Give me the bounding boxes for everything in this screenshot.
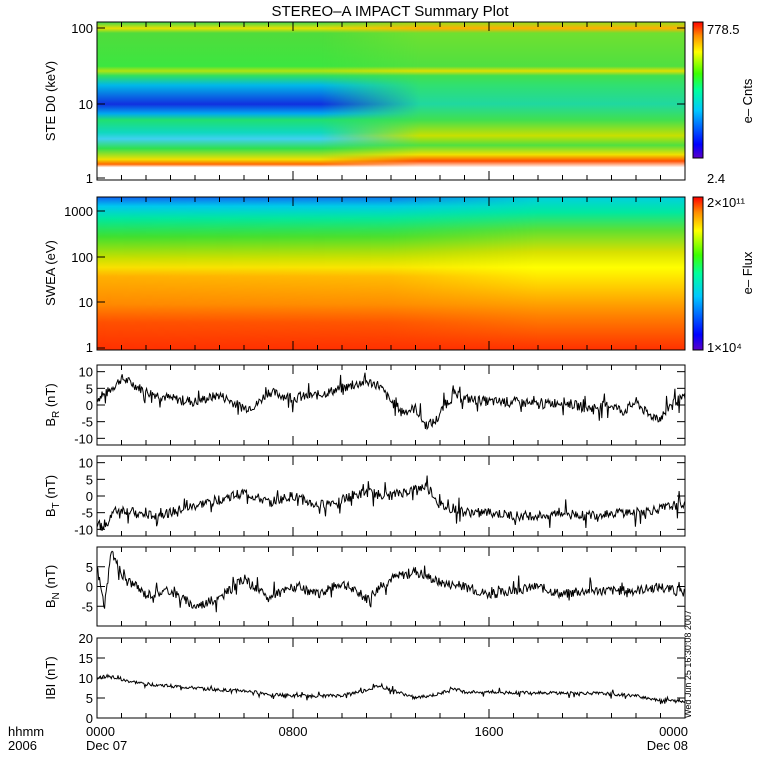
bt-ytick-label: 0 (86, 489, 93, 504)
br-series-line (96, 372, 686, 431)
ste-ytick-label: 1 (86, 171, 93, 186)
bn-ytick-label: -5 (81, 599, 93, 614)
br-ytick-label: 0 (86, 398, 93, 413)
x-tick-label: 0800 (279, 724, 308, 739)
year-label: 2006 (8, 738, 37, 753)
x-tick-label: 1600 (475, 724, 504, 739)
swea-spectrogram-late (97, 197, 685, 350)
bmag-frame (96, 637, 686, 719)
bmag-panel: 0 5 10 15 20 IBI (nT) (43, 631, 686, 726)
bt-ytick-label: 10 (79, 456, 93, 471)
ste-colorbar-min: 2.4 (707, 171, 725, 186)
bmag-ytick-label: 5 (86, 691, 93, 706)
bmag-ytick-label: 0 (86, 711, 93, 726)
swea-ytick-label: 1 (86, 340, 93, 355)
bn-panel: -5 0 5 BN (nT) (43, 546, 686, 627)
swea-colorbar-min: 1×10⁴ (707, 340, 742, 355)
swea-ytick-label: 1000 (64, 204, 93, 219)
swea-ylabel: SWEA (eV) (43, 240, 58, 306)
ste-yticks: 100 10 1 (71, 21, 685, 186)
bn-ylabel: BN (nT) (43, 565, 62, 608)
bt-series-line (96, 475, 686, 532)
swea-ytick-label: 100 (71, 250, 93, 265)
bt-ytick-label: 5 (86, 472, 93, 487)
bn-ytick-label: 5 (86, 560, 93, 575)
spectrogram-xticks (96, 22, 686, 350)
br-ytick-label: 5 (86, 381, 93, 396)
bmag-ytick-label: 15 (79, 651, 93, 666)
br-ytick-label: 10 (79, 365, 93, 380)
x-tick-label: 0000 (659, 724, 688, 739)
ste-ytick-label: 100 (71, 21, 93, 36)
br-panel: -10-5 0 510 BR (nT) (43, 364, 686, 446)
bn-ytick-label: 0 (86, 580, 93, 595)
ste-colorbar (692, 21, 704, 159)
bmag-ytick-label: 10 (79, 671, 93, 686)
ste-panel: 100 10 1 STE D0 (keV) 778.5 2.4 e– Cnts (43, 21, 755, 186)
br-frame (96, 364, 686, 446)
ste-ytick-label: 10 (79, 97, 93, 112)
bn-frame (96, 546, 686, 627)
ste-spectrogram-late (97, 22, 685, 180)
bmag-series-line (96, 673, 686, 705)
swea-panel: 1000 100 10 1 SWEA (eV) 2×10¹¹ 1×10⁴ e– … (43, 195, 755, 355)
br-ylabel: BR (nT) (43, 383, 62, 426)
br-ytick-label: -10 (74, 431, 93, 446)
swea-colorbar (692, 196, 704, 351)
bt-panel: -10-5 0 510 BT (nT) (43, 455, 686, 537)
ste-colorbar-max: 778.5 (707, 22, 740, 37)
plot-title: STEREO–A IMPACT Summary Plot (271, 3, 509, 20)
ste-ylabel: STE D0 (keV) (43, 61, 58, 141)
x-date-label: Dec 08 (647, 738, 688, 753)
bt-ylabel: BT (nT) (43, 475, 62, 517)
time-format-label: hhmm (8, 724, 44, 739)
swea-yticks: 1000 100 10 1 (64, 204, 105, 355)
bn-series-line (96, 550, 686, 613)
swea-ytick-label: 10 (79, 295, 93, 310)
ste-colorbar-label: e– Cnts (740, 78, 755, 123)
x-date-label: Dec 07 (86, 738, 127, 753)
x-tick-label: 0000 (86, 724, 115, 739)
br-ytick-label: -5 (81, 415, 93, 430)
swea-colorbar-label: e– Flux (740, 251, 755, 294)
swea-colorbar-max: 2×10¹¹ (707, 195, 746, 210)
bmag-ylabel: IBI (nT) (43, 656, 58, 699)
timestamp: Wed Jun 25 16:30:08 2007 (683, 610, 693, 718)
bt-ytick-label: -10 (74, 522, 93, 537)
bmag-ytick-label: 20 (79, 631, 93, 646)
bt-ytick-label: -5 (81, 506, 93, 521)
